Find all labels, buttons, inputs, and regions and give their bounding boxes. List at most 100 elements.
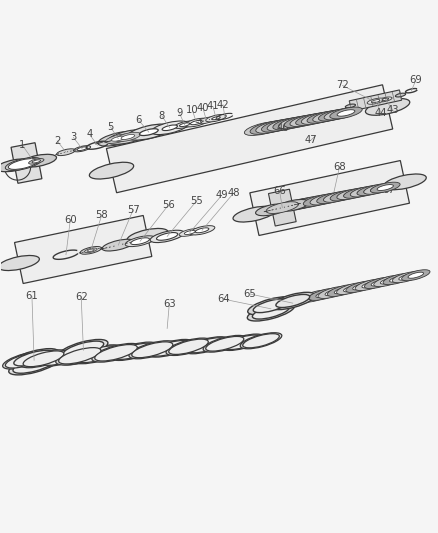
Ellipse shape	[189, 225, 214, 235]
Ellipse shape	[299, 290, 331, 302]
Text: 49: 49	[215, 190, 227, 200]
Text: 61: 61	[25, 291, 38, 301]
Ellipse shape	[127, 229, 168, 244]
Ellipse shape	[344, 104, 355, 108]
Polygon shape	[249, 160, 409, 236]
Ellipse shape	[361, 281, 378, 288]
Ellipse shape	[300, 112, 335, 124]
Ellipse shape	[59, 340, 108, 358]
Ellipse shape	[139, 129, 158, 135]
Ellipse shape	[84, 248, 97, 253]
Ellipse shape	[324, 289, 342, 296]
Ellipse shape	[336, 110, 354, 116]
Ellipse shape	[336, 188, 367, 199]
Ellipse shape	[32, 160, 40, 163]
Ellipse shape	[382, 273, 411, 285]
Text: 8: 8	[159, 111, 165, 121]
Ellipse shape	[336, 282, 367, 295]
Ellipse shape	[373, 275, 402, 287]
Text: 47: 47	[304, 135, 317, 145]
Ellipse shape	[87, 249, 94, 252]
Polygon shape	[106, 85, 392, 193]
Ellipse shape	[275, 294, 309, 308]
Ellipse shape	[115, 132, 140, 142]
Ellipse shape	[354, 279, 385, 290]
Ellipse shape	[250, 121, 286, 134]
Ellipse shape	[20, 350, 67, 368]
Ellipse shape	[364, 99, 409, 115]
Ellipse shape	[8, 159, 38, 169]
Ellipse shape	[280, 120, 300, 127]
Ellipse shape	[263, 123, 284, 130]
Ellipse shape	[329, 189, 361, 201]
Ellipse shape	[150, 230, 184, 243]
Ellipse shape	[73, 345, 122, 364]
Ellipse shape	[28, 159, 44, 164]
Ellipse shape	[392, 272, 420, 282]
Ellipse shape	[265, 202, 298, 214]
Ellipse shape	[297, 117, 316, 124]
Ellipse shape	[57, 149, 75, 156]
Ellipse shape	[290, 201, 309, 207]
Ellipse shape	[224, 335, 261, 350]
Ellipse shape	[270, 292, 314, 310]
Ellipse shape	[244, 122, 281, 135]
Ellipse shape	[308, 288, 340, 301]
Ellipse shape	[127, 124, 170, 140]
Ellipse shape	[59, 348, 101, 364]
Ellipse shape	[205, 115, 226, 122]
Ellipse shape	[205, 336, 243, 351]
Ellipse shape	[309, 193, 342, 205]
Ellipse shape	[168, 339, 208, 354]
Ellipse shape	[21, 155, 57, 167]
Ellipse shape	[41, 349, 82, 365]
Text: 64: 64	[217, 294, 230, 304]
Ellipse shape	[316, 192, 348, 204]
Ellipse shape	[303, 116, 321, 123]
Ellipse shape	[233, 206, 275, 222]
Ellipse shape	[184, 230, 195, 235]
Ellipse shape	[76, 346, 119, 362]
Ellipse shape	[333, 287, 350, 294]
Ellipse shape	[179, 229, 200, 236]
Ellipse shape	[211, 117, 220, 120]
Ellipse shape	[5, 158, 41, 171]
Ellipse shape	[10, 349, 59, 368]
Ellipse shape	[371, 100, 379, 103]
Text: 10: 10	[186, 106, 198, 115]
Ellipse shape	[401, 270, 429, 281]
Ellipse shape	[304, 198, 322, 205]
Ellipse shape	[303, 195, 336, 206]
Text: 40: 40	[196, 103, 208, 113]
Ellipse shape	[296, 196, 329, 208]
Ellipse shape	[5, 352, 45, 368]
Ellipse shape	[297, 199, 315, 206]
Ellipse shape	[286, 119, 305, 126]
Text: 5: 5	[107, 122, 113, 132]
Text: 72: 72	[336, 80, 348, 91]
Ellipse shape	[92, 343, 140, 362]
Ellipse shape	[306, 293, 324, 300]
Text: 65: 65	[243, 289, 256, 299]
Ellipse shape	[98, 131, 138, 146]
Ellipse shape	[325, 112, 343, 118]
Ellipse shape	[343, 187, 374, 198]
Ellipse shape	[291, 118, 311, 125]
Ellipse shape	[58, 345, 109, 365]
Ellipse shape	[190, 120, 202, 125]
Text: 68: 68	[332, 162, 345, 172]
Ellipse shape	[74, 146, 90, 152]
Ellipse shape	[357, 188, 373, 195]
Ellipse shape	[105, 134, 131, 143]
Ellipse shape	[131, 342, 173, 358]
Ellipse shape	[323, 108, 356, 120]
Ellipse shape	[310, 197, 328, 204]
Text: 45: 45	[312, 113, 325, 123]
Ellipse shape	[370, 280, 387, 286]
Ellipse shape	[267, 118, 303, 131]
Ellipse shape	[203, 335, 246, 352]
Text: 1: 1	[19, 140, 25, 150]
Ellipse shape	[379, 278, 396, 284]
Text: 58: 58	[95, 210, 108, 220]
Ellipse shape	[343, 191, 360, 197]
